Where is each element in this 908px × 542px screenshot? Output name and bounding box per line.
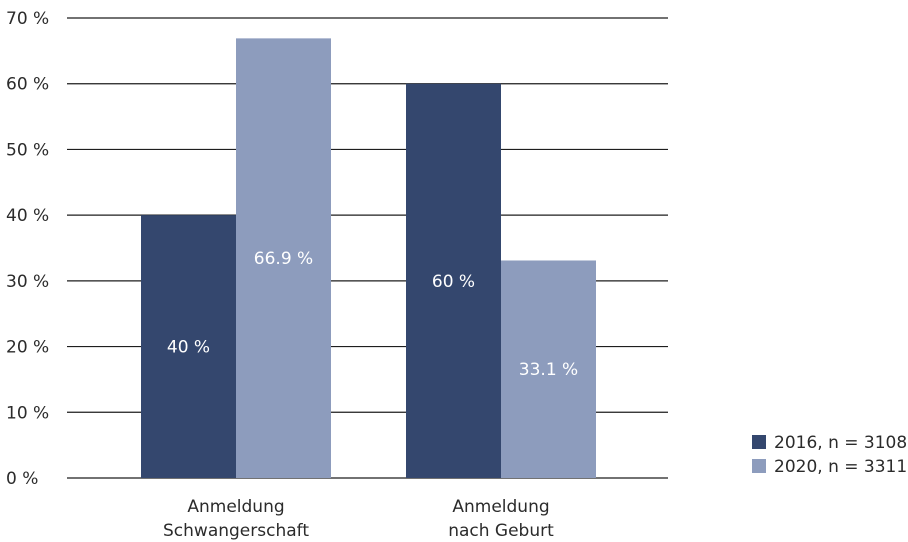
y-tick-label: 60 % [6, 75, 49, 95]
legend-label: 2016, n = 3108 [774, 433, 907, 453]
category-label: nach Geburt [448, 521, 554, 541]
x-axis-categories: Anmeldung Schwangerschaft Anmeldung nach Ge… [163, 497, 554, 541]
bar [141, 215, 236, 478]
y-axis-ticks: 0 % 10 % 20 % 30 % 40 % 50 % 60 % 70 % [6, 9, 49, 489]
y-tick-label: 40 % [6, 206, 49, 226]
y-tick-label: 10 % [6, 403, 49, 423]
legend-swatch [752, 459, 766, 473]
category-label: Schwangerschaft [163, 521, 309, 541]
y-tick-label: 50 % [6, 140, 49, 160]
y-tick-label: 70 % [6, 9, 49, 29]
legend: 2016, n = 3108 2020, n = 3311 [752, 433, 907, 477]
y-tick-label: 30 % [6, 272, 49, 292]
bar [236, 38, 331, 478]
legend-swatch [752, 435, 766, 449]
bars: 40 % 60 % 66.9 % 33.1 % [141, 38, 596, 478]
bar [501, 260, 596, 478]
bar-value-label: 66.9 % [254, 249, 313, 269]
legend-label: 2020, n = 3311 [774, 457, 907, 477]
bar-value-label: 60 % [432, 272, 475, 292]
bar-value-label: 40 % [167, 338, 210, 358]
bar-value-label: 33.1 % [519, 360, 578, 380]
category-label: Anmeldung [187, 497, 284, 517]
y-tick-label: 0 % [6, 469, 38, 489]
y-tick-label: 20 % [6, 338, 49, 358]
category-label: Anmeldung [452, 497, 549, 517]
bar [406, 83, 501, 478]
